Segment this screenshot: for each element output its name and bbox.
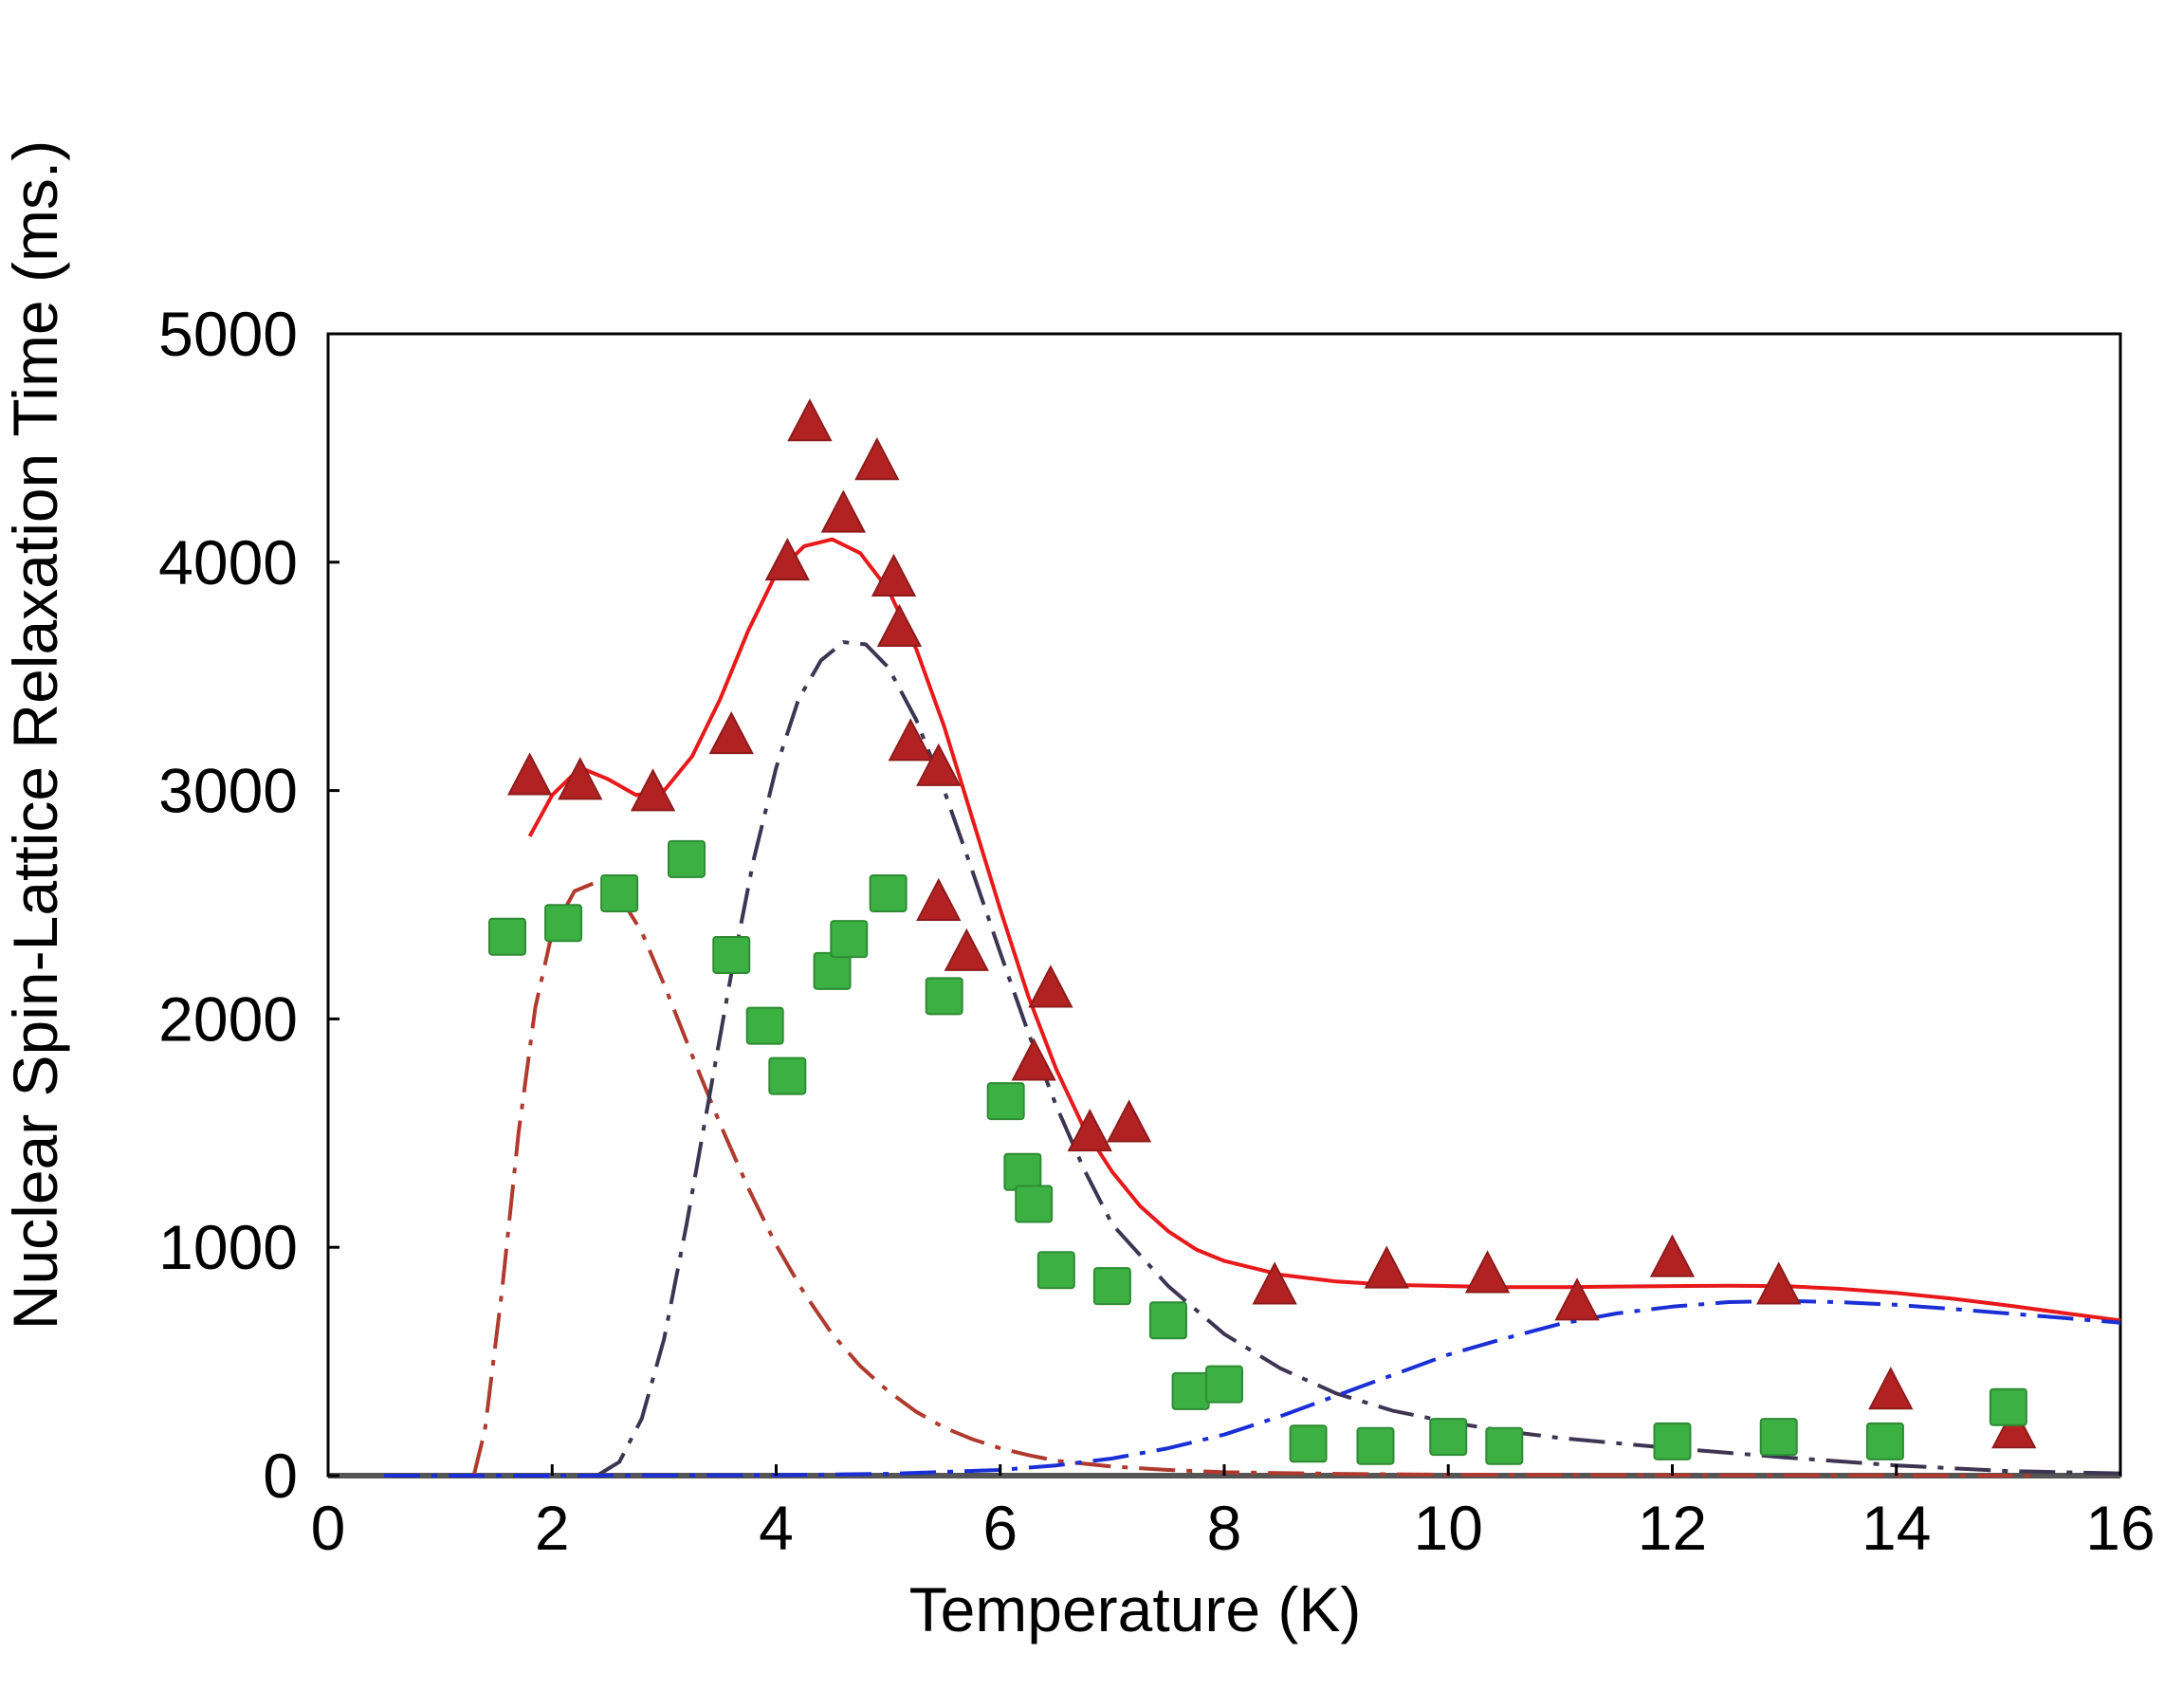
square-marker (1015, 1185, 1054, 1223)
triangle-marker (1464, 1250, 1511, 1294)
y-axis-title: Nuclear Spin-Lattice Relaxation Time (ms… (0, 140, 70, 1330)
y-tick-label: 3000 (158, 756, 298, 826)
fit-curve-5 (384, 1298, 2121, 1478)
square-marker (830, 920, 869, 959)
square-marker (1003, 1152, 1042, 1191)
square-marker (1148, 1301, 1187, 1340)
triangle-marker (944, 927, 989, 971)
square-marker (986, 1082, 1025, 1121)
triangle-marker (1868, 1367, 1914, 1410)
triangle-marker (1106, 1099, 1152, 1143)
triangle-marker (708, 711, 754, 755)
square-marker (1356, 1426, 1395, 1465)
square-marker (745, 1006, 784, 1045)
square-marker (869, 873, 908, 912)
fit-curves (384, 537, 2121, 1478)
triangle-marker (1649, 1234, 1696, 1277)
square-marker (488, 917, 526, 956)
triangle-marker (916, 743, 962, 786)
axes: 0 2 4 6 8 10 12 14 16 0 1000 2000 3000 4000 5000 (158, 299, 2155, 1563)
triangle-marker (787, 398, 833, 442)
square-marker (544, 904, 583, 943)
square-marker (1092, 1267, 1131, 1306)
triangle-marker (630, 768, 676, 812)
square-marker (1036, 1251, 1075, 1290)
square-marker (712, 935, 751, 974)
x-tick-label: 0 (311, 1493, 346, 1563)
fit-curve-2 (527, 537, 2121, 1323)
square-marker (768, 1056, 807, 1095)
triangle-marker (854, 437, 900, 481)
x-axis-title: Temperature (K) (909, 1574, 1362, 1644)
y-tick-label: 1000 (158, 1212, 298, 1282)
square-marker (1429, 1418, 1468, 1457)
triangle-marker (558, 757, 603, 800)
triangle-marker (1364, 1245, 1409, 1289)
y-tick-label: 5000 (158, 299, 298, 369)
triangle-marker (1991, 1405, 2037, 1449)
x-tick-label: 6 (982, 1493, 1018, 1563)
y-tick-label: 2000 (158, 983, 298, 1054)
x-tick-label: 12 (1638, 1493, 1707, 1563)
fit-curve-3 (471, 879, 2031, 1478)
square-marker (813, 951, 852, 990)
x-tick-label: 10 (1414, 1493, 1483, 1563)
x-tick-label: 16 (2085, 1493, 2155, 1563)
triangle-marker (1756, 1261, 1802, 1305)
data-markers (488, 398, 2037, 1465)
y-tick-label: 4000 (158, 527, 298, 597)
x-tick-label: 2 (535, 1493, 570, 1563)
fit-curve-4 (596, 640, 2121, 1478)
square-marker (925, 977, 963, 1016)
triangle-marker (1011, 1038, 1056, 1081)
triangle-marker (1554, 1277, 1600, 1321)
x-tick-label: 14 (1861, 1493, 1931, 1563)
square-marker (1205, 1365, 1243, 1404)
triangle-marker (506, 752, 553, 796)
x-tick-label: 4 (759, 1493, 794, 1563)
triangle-marker (1028, 964, 1073, 1008)
square-marker (1653, 1422, 1692, 1460)
triangle-marker (764, 538, 810, 581)
triangle-marker (820, 489, 867, 533)
square-marker (1989, 1387, 2027, 1426)
square-marker (600, 873, 639, 912)
x-tick-label: 8 (1207, 1493, 1242, 1563)
square-marker (668, 839, 706, 878)
triangle-marker (1252, 1261, 1297, 1305)
square-marker (1171, 1371, 1210, 1410)
triangle-marker (876, 603, 923, 647)
triangle-marker (916, 877, 962, 921)
square-marker (1485, 1426, 1524, 1465)
square-marker (1759, 1418, 1798, 1457)
y-tick-label: 0 (263, 1441, 298, 1511)
triangle-marker (888, 718, 933, 762)
triangle-marker (1067, 1109, 1112, 1152)
triangle-marker (871, 553, 917, 597)
square-marker (1865, 1422, 1904, 1460)
square-marker (1289, 1424, 1328, 1463)
